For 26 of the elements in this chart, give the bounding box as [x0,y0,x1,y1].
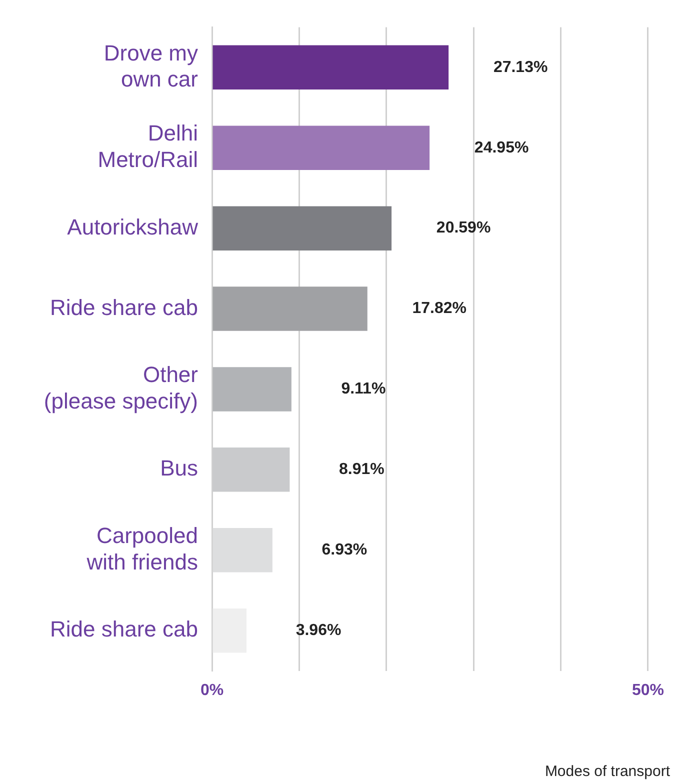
data-label: 8.91% [339,461,384,478]
y-tick-label: Ride share cab [50,294,198,320]
text: Modes of transport [544,763,671,780]
bar [212,608,247,653]
y-tick-label: Autorickshaw [67,214,198,240]
bar [212,286,368,331]
data-label: 9.11% [341,380,386,398]
data-label: 6.93% [322,542,368,559]
data-label: 27.13% [493,58,548,76]
x-tick-label: 50% [632,682,664,699]
bar [212,528,272,572]
bar [212,206,392,250]
data-label: 24.95% [474,139,529,156]
data-label: 17.82% [412,300,467,318]
y-tick-label: Drove my own car [104,40,198,92]
y-tick-label: Carpooled with friends [86,522,198,574]
y-tick-label: Ride share cab [50,616,198,642]
y-tick-label: Other (please specify) [44,362,198,414]
x-tick-label: 0% [200,682,224,699]
data-label: 3.96% [296,622,342,639]
data-label: 20.59% [436,220,491,237]
bar [212,126,430,170]
y-tick-label: Bus [160,456,198,481]
bar [212,45,449,90]
y-tick-label: Delhi Metro/Rail [98,120,198,172]
bar [212,367,292,412]
